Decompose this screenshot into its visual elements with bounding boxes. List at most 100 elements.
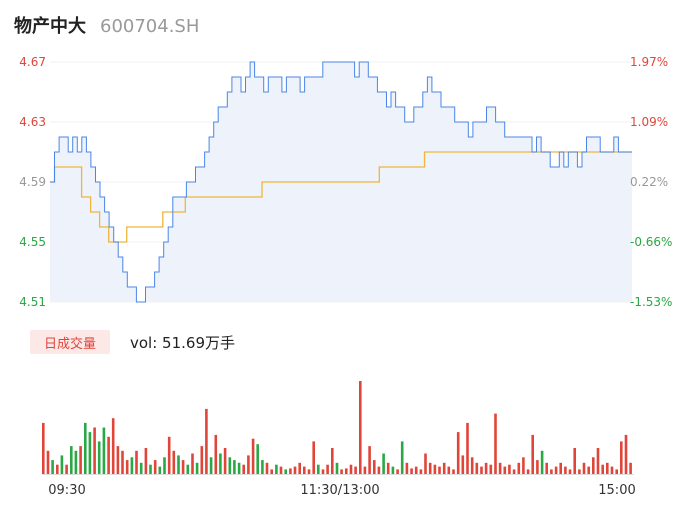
time-axis: 09:30 11:30/13:00 15:00 [48,483,635,498]
volume-bar [629,462,632,474]
volume-bar [466,422,469,475]
volume-bar [107,436,110,474]
volume-bar [536,460,539,474]
volume-bar [424,453,427,474]
volume-bar [247,455,250,474]
volume-bar [121,450,124,475]
volume-bar [508,464,511,474]
volume-bar [414,466,418,474]
volume-bar [167,436,171,474]
volume-bar [172,450,176,475]
volume-bar [601,464,604,474]
volume-bar [587,466,590,474]
volume-bar [116,446,120,474]
volume-bar [270,469,273,475]
volume-bar [135,450,138,475]
volume-bar [209,457,213,474]
volume-bar [340,469,343,475]
volume-bar [84,422,87,475]
time-label: 11:30/13:00 [300,483,379,498]
volume-bar [438,466,441,474]
pct-tick-label: 0.22% [630,175,668,189]
volume-bar [195,462,199,474]
volume-bar [261,460,264,474]
stock-code: 600704.SH [100,16,200,37]
volume-bar [158,466,162,474]
volume-bar [79,446,82,474]
volume-bar [331,448,334,474]
volume-bar [386,462,390,474]
volume-bar [111,418,115,474]
volume-bar [275,464,278,474]
volume-bar [410,468,413,474]
price-tick-label: 4.55 [19,235,46,249]
avg-price-line [50,151,632,243]
volume-bar [97,441,101,474]
volume-bar [596,448,600,474]
volume-bar [289,468,292,474]
volume-bar [335,462,339,474]
volume-bar [284,469,287,475]
price-tick-label: 4.63 [19,115,46,129]
volume-bar [251,438,255,474]
price-line [50,61,632,303]
volume-bar [489,464,493,474]
volume-bar [606,462,609,474]
stock-name: 物产中大 [14,16,86,37]
volume-bar [177,455,180,474]
stock-header: 物产中大 600704.SH [14,12,199,40]
volume-bar [531,434,534,474]
volume-bar [242,464,245,474]
volume-bar [65,464,68,474]
volume-bar [228,457,232,474]
volume-bar [363,466,367,474]
volume-bar [349,464,353,474]
volume-bar [456,432,460,474]
volume-bar [484,462,488,474]
volume-bar [559,462,562,474]
volume-bar [377,466,381,474]
volume-bar [522,457,525,474]
volume-bar [317,464,320,474]
volume-bar [74,450,78,475]
volume-bar [214,434,218,474]
volume-bar [517,462,521,474]
volume-summary: vol: 51.69万手 [130,334,235,352]
volume-bar [345,468,348,474]
volume-bar [554,466,558,474]
volume-bar [452,469,455,475]
volume-bar [373,460,376,474]
volume-bar [615,469,618,475]
volume-bar [223,448,227,474]
volume-bar [512,469,516,475]
pct-tick-label: 1.97% [630,55,668,69]
volume-bar [428,462,432,474]
pct-tick-label: -0.66% [630,235,672,249]
volume-bar [153,460,157,474]
volume-bar [400,441,404,474]
volume-bar [354,466,357,474]
volume-bar [447,466,451,474]
volume-bar [279,466,283,474]
volume-bar [293,466,297,474]
volume-bar [321,469,325,475]
volume-bar [503,466,507,474]
volume-bar [125,460,129,474]
price-tick-label: 4.59 [19,175,46,189]
price-tick-label: 4.67 [19,55,46,69]
volume-bar [382,453,385,474]
volume-bar [568,469,572,475]
volume-bar [303,466,306,474]
volume-bar [494,413,497,475]
volume-bar [592,457,595,474]
volume-bar [233,460,236,474]
volume-bar [191,453,194,474]
volume-bar [139,462,143,474]
volume-badge: 日成交量 [30,330,110,354]
volume-bar [102,427,106,474]
volume-bar [265,462,269,474]
volume-bar [51,460,54,474]
volume-bar [498,462,502,474]
volume-bar [582,462,586,474]
volume-bar [475,462,479,474]
